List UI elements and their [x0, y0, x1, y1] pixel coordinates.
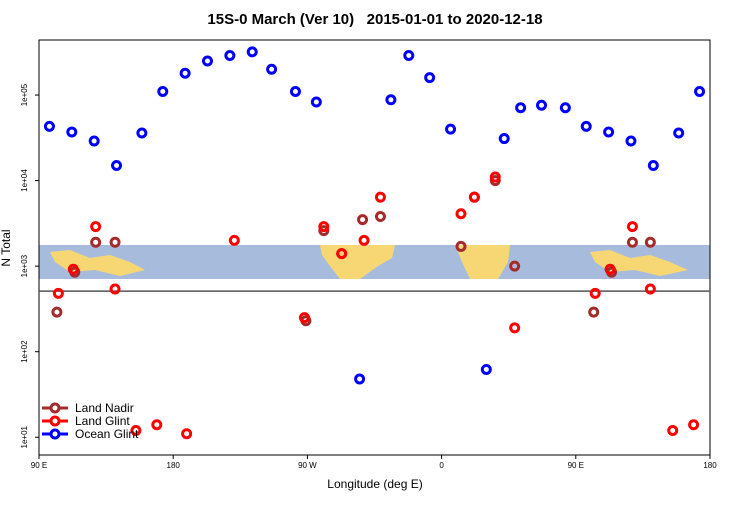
- legend-label: Land Nadir: [75, 401, 134, 415]
- point: [136, 127, 148, 139]
- map-band: [39, 245, 710, 279]
- point: [455, 240, 467, 252]
- point: [688, 419, 700, 431]
- x-tick-label: 180: [703, 461, 717, 470]
- point: [536, 99, 548, 111]
- point: [385, 94, 397, 106]
- point: [318, 221, 330, 233]
- x-tick-label: 0: [439, 461, 444, 470]
- point: [354, 373, 366, 385]
- y-tick-label: 1e+04: [20, 169, 29, 192]
- point: [403, 49, 415, 61]
- point: [667, 424, 679, 436]
- point: [109, 236, 121, 248]
- point: [336, 248, 348, 260]
- x-axis-label: Longitude (deg E): [327, 477, 422, 491]
- point: [88, 135, 100, 147]
- point: [67, 263, 79, 275]
- legend-marker: [49, 402, 61, 414]
- point: [489, 171, 501, 183]
- point: [357, 214, 369, 226]
- point: [66, 126, 78, 138]
- y-tick-label: 1e+02: [20, 340, 29, 363]
- point: [246, 46, 258, 58]
- point: [201, 55, 213, 67]
- x-tick-label: 90 E: [31, 461, 47, 470]
- point: [90, 236, 102, 248]
- point: [626, 221, 638, 233]
- y-tick-label: 1e+03: [20, 254, 29, 277]
- point: [509, 260, 521, 272]
- point: [310, 96, 322, 108]
- plot-frame: [38, 39, 711, 456]
- x-tick-label: 90 E: [568, 461, 584, 470]
- x-tick-label: 180: [167, 461, 181, 470]
- point: [647, 160, 659, 172]
- point: [224, 49, 236, 61]
- point: [644, 283, 656, 295]
- point: [374, 211, 386, 223]
- point: [603, 126, 615, 138]
- point: [181, 428, 193, 440]
- point: [109, 283, 121, 295]
- point: [157, 86, 169, 98]
- y-axis-label: N Total: [0, 229, 13, 266]
- legend-label: Ocean Glint: [75, 427, 139, 441]
- point: [559, 102, 571, 114]
- point: [52, 287, 64, 299]
- y-tick-label: 1e+05: [20, 83, 29, 106]
- point: [51, 306, 63, 318]
- legend-marker: [49, 428, 61, 440]
- point: [266, 63, 278, 75]
- point: [111, 160, 123, 172]
- chart-title: 15S-0 March (Ver 10) 2015-01-01 to 2020-…: [207, 11, 542, 28]
- point: [626, 236, 638, 248]
- point: [43, 120, 55, 132]
- point: [289, 86, 301, 98]
- x-tick-label: 90 W: [298, 461, 317, 470]
- point: [90, 221, 102, 233]
- point: [509, 322, 521, 334]
- point: [179, 67, 191, 79]
- legend-label: Land Glint: [75, 414, 130, 428]
- point: [298, 312, 310, 324]
- y-tick-label: 1e+01: [20, 425, 29, 448]
- point: [644, 236, 656, 248]
- point: [455, 208, 467, 220]
- point: [151, 419, 163, 431]
- point: [588, 306, 600, 318]
- point: [358, 234, 370, 246]
- point: [480, 363, 492, 375]
- point: [589, 287, 601, 299]
- point: [580, 120, 592, 132]
- point: [625, 135, 637, 147]
- point: [130, 424, 142, 436]
- point: [468, 191, 480, 203]
- point: [604, 263, 616, 275]
- point: [673, 127, 685, 139]
- point: [374, 191, 386, 203]
- point: [228, 234, 240, 246]
- point: [498, 133, 510, 145]
- point: [515, 102, 527, 114]
- point: [318, 225, 330, 237]
- point: [424, 72, 436, 84]
- legend-marker: [49, 415, 61, 427]
- point: [445, 123, 457, 135]
- point: [694, 86, 706, 98]
